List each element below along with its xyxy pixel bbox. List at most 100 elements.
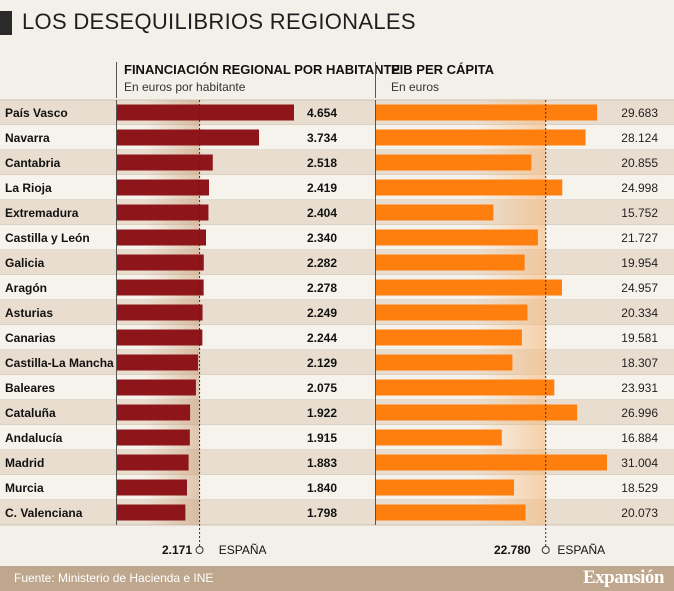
left-value-label: 1.915 bbox=[307, 431, 337, 445]
left-reference-value: 2.171 bbox=[162, 543, 193, 557]
left-value-label: 2.404 bbox=[307, 206, 337, 220]
left-reference-name: ESPAÑA bbox=[218, 543, 267, 557]
right-value-label: 31.004 bbox=[621, 456, 658, 470]
left-value-label: 2.282 bbox=[307, 256, 337, 270]
right-value-label: 24.998 bbox=[621, 181, 658, 195]
category-label: Murcia bbox=[5, 481, 44, 495]
right-bar bbox=[376, 404, 578, 421]
right-bar bbox=[376, 479, 515, 496]
left-bar bbox=[117, 129, 260, 146]
row-background bbox=[0, 500, 674, 525]
category-label: C. Valenciana bbox=[5, 506, 83, 520]
left-value-label: 2.419 bbox=[307, 181, 337, 195]
category-label: Madrid bbox=[5, 456, 44, 470]
right-bar bbox=[376, 179, 563, 196]
right-bar bbox=[376, 429, 502, 446]
category-label: Aragón bbox=[5, 281, 47, 295]
right-value-label: 26.996 bbox=[621, 406, 658, 420]
right-bar bbox=[376, 204, 494, 221]
left-bar bbox=[117, 204, 209, 221]
right-value-label: 20.073 bbox=[621, 506, 658, 520]
left-bar bbox=[117, 154, 213, 171]
left-value-label: 4.654 bbox=[307, 106, 337, 120]
right-bar bbox=[376, 504, 526, 521]
row-background bbox=[0, 175, 674, 200]
right-value-label: 23.931 bbox=[621, 381, 658, 395]
left-chart-subtitle: En euros por habitante bbox=[124, 80, 246, 94]
row-background bbox=[0, 300, 674, 325]
left-bar bbox=[117, 404, 191, 421]
right-bar bbox=[376, 304, 528, 321]
left-bar bbox=[117, 504, 186, 521]
left-bar bbox=[117, 229, 206, 246]
left-reference-marker bbox=[195, 546, 204, 554]
left-value-label: 2.340 bbox=[307, 231, 337, 245]
row-background bbox=[0, 325, 674, 350]
source-note: Fuente: Ministerio de Hacienda e INE bbox=[14, 571, 214, 585]
left-bar bbox=[117, 254, 204, 271]
right-value-label: 20.334 bbox=[621, 306, 658, 320]
left-bar bbox=[117, 429, 190, 446]
right-bar bbox=[376, 154, 532, 171]
left-value-label: 2.244 bbox=[307, 331, 337, 345]
right-bar bbox=[376, 379, 555, 396]
right-chart-subtitle: En euros bbox=[391, 80, 440, 94]
right-value-label: 19.581 bbox=[621, 331, 658, 345]
left-value-label: 2.278 bbox=[307, 281, 337, 295]
brand-logo: Expansión bbox=[582, 567, 665, 588]
right-bar bbox=[376, 129, 586, 146]
row-background bbox=[0, 200, 674, 225]
row-background bbox=[0, 350, 674, 375]
left-value-label: 2.518 bbox=[307, 156, 337, 170]
category-label: Cataluña bbox=[5, 406, 56, 420]
left-value-label: 2.129 bbox=[307, 356, 337, 370]
row-background bbox=[0, 150, 674, 175]
right-reference-value: 22.780 bbox=[494, 543, 531, 557]
left-value-label: 2.249 bbox=[307, 306, 337, 320]
right-value-label: 24.957 bbox=[621, 281, 658, 295]
right-value-label: 29.683 bbox=[621, 106, 658, 120]
right-value-label: 28.124 bbox=[621, 131, 658, 145]
right-bar bbox=[376, 454, 607, 471]
left-bar bbox=[117, 479, 187, 496]
category-label: Castilla-La Mancha bbox=[5, 356, 114, 370]
row-background bbox=[0, 225, 674, 250]
right-bar bbox=[376, 279, 562, 296]
right-reference-marker bbox=[541, 546, 550, 554]
footer: Fuente: Ministerio de Hacienda e INE Exp… bbox=[0, 566, 674, 591]
left-value-label: 1.883 bbox=[307, 456, 337, 470]
category-label: La Rioja bbox=[5, 181, 52, 195]
right-value-label: 18.307 bbox=[621, 356, 658, 370]
left-bar bbox=[117, 454, 189, 471]
right-value-label: 19.954 bbox=[621, 256, 658, 270]
left-value-label: 1.922 bbox=[307, 406, 337, 420]
left-bar bbox=[117, 279, 204, 296]
right-bar bbox=[376, 104, 598, 121]
right-bar bbox=[376, 354, 513, 371]
left-header-rule bbox=[116, 62, 117, 98]
right-bar bbox=[376, 229, 538, 246]
category-label: Cantabria bbox=[5, 156, 61, 170]
right-value-label: 16.884 bbox=[621, 431, 658, 445]
row-background bbox=[0, 375, 674, 400]
chart-canvas: País Vasco 4.654 29.683 Navarra 3.734 28.124 C… bbox=[0, 99, 674, 554]
left-bar bbox=[117, 379, 196, 396]
right-reference-name: ESPAÑA bbox=[557, 543, 606, 557]
row-background bbox=[0, 475, 674, 500]
right-header-rule bbox=[375, 62, 376, 98]
right-value-label: 21.727 bbox=[621, 231, 658, 245]
left-chart-title: FINANCIACIÓN REGIONAL POR HABITANTE bbox=[124, 62, 401, 77]
category-label: Extremadura bbox=[5, 206, 79, 220]
left-bar bbox=[117, 179, 209, 196]
row-background bbox=[0, 275, 674, 300]
left-bar bbox=[117, 329, 203, 346]
category-label: Castilla y León bbox=[5, 231, 90, 245]
title-bar: LOS DESEQUILIBRIOS REGIONALES bbox=[0, 0, 674, 46]
category-label: Andalucía bbox=[5, 431, 63, 445]
category-label: Galicia bbox=[5, 256, 45, 270]
category-label: Canarias bbox=[5, 331, 56, 345]
right-value-label: 20.855 bbox=[621, 156, 658, 170]
left-value-label: 1.798 bbox=[307, 506, 337, 520]
left-reference-label: 2.171 ESPAÑA bbox=[162, 543, 267, 557]
category-label: País Vasco bbox=[5, 106, 68, 120]
